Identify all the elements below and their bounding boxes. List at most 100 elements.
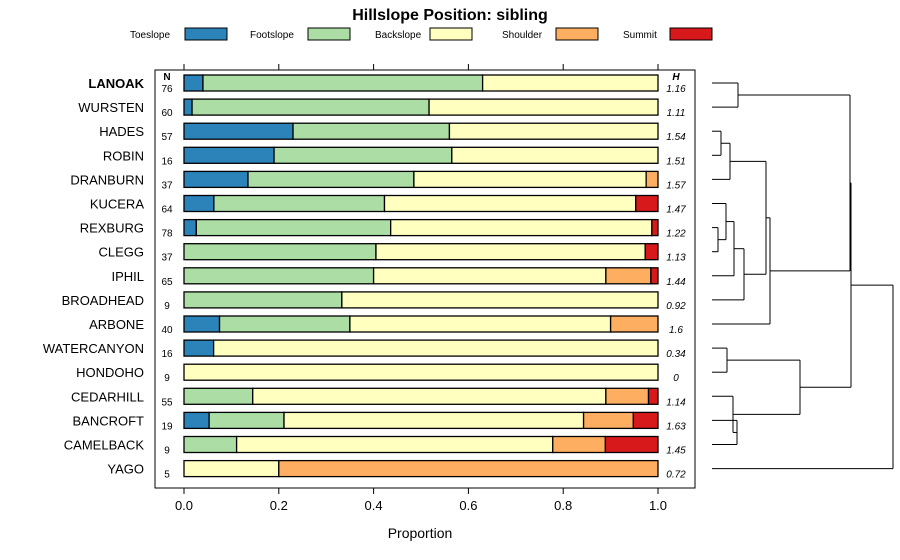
row-label: KUCERA — [90, 197, 145, 212]
legend-swatch-summit — [669, 27, 713, 41]
row-label: REXBURG — [80, 221, 144, 236]
bar-segment-backslope — [413, 170, 647, 189]
row-label: ARBONE — [89, 317, 144, 332]
legend-label-toeslope: Toeslope — [130, 30, 170, 41]
row-h-value: 0.92 — [666, 301, 686, 312]
row-n-value: 57 — [161, 132, 173, 143]
bar-segment-footslope — [218, 315, 351, 333]
row-label: BANCROFT — [73, 413, 145, 428]
row-h-value: 0.34 — [666, 349, 686, 360]
row-label: LANOAK — [88, 76, 144, 91]
bar-segment-toeslope — [183, 74, 204, 92]
legend-label-shoulder: Shoulder — [502, 30, 543, 41]
bar-segment-backslope — [183, 363, 659, 381]
row-h-value: 1.14 — [666, 397, 686, 408]
bar-segment-footslope — [183, 243, 377, 261]
bar-segment-toeslope — [183, 98, 193, 116]
dendrogram — [712, 82, 894, 470]
bar-segment-backslope — [372, 267, 607, 285]
bar-segment-shoulder — [278, 459, 659, 478]
bar-segment-backslope — [390, 218, 653, 237]
x-axis-label: Proportion — [388, 525, 453, 541]
bar-segment-backslope — [383, 194, 637, 213]
bar-segment-summit — [651, 218, 659, 237]
row-n-value: 5 — [164, 470, 170, 481]
row-label: WURSTEN — [78, 100, 144, 115]
bar-segment-backslope — [448, 122, 659, 140]
x-tick-label: 0.2 — [270, 498, 288, 513]
row-n-value: 9 — [164, 373, 170, 384]
row-h-value: 1.63 — [666, 421, 686, 432]
row-n-value: 65 — [161, 277, 173, 288]
bar-segment-shoulder — [609, 315, 659, 333]
bar-segment-toeslope — [183, 194, 215, 213]
row-n-value: 60 — [161, 108, 173, 119]
bar-segment-footslope — [208, 411, 285, 430]
bar-segment-footslope — [213, 194, 386, 213]
row-h-value: 0.72 — [666, 470, 686, 481]
bar-segment-summit — [644, 243, 659, 261]
bar-segment-backslope — [283, 411, 585, 430]
plot-border — [154, 69, 696, 489]
bar-segment-footslope — [247, 170, 415, 189]
row-label: DRANBURN — [70, 172, 144, 187]
bar-segment-shoulder — [552, 435, 607, 454]
legend-swatch-footslope — [307, 27, 351, 41]
row-label: CEDARHILL — [71, 389, 144, 404]
bar-segment-shoulder — [582, 411, 635, 430]
bar-segment-footslope — [183, 267, 375, 285]
row-h-value: 1.51 — [666, 156, 685, 167]
bar-segment-toeslope — [183, 122, 294, 140]
bar-segment-footslope — [195, 218, 392, 237]
row-label: CAMELBACK — [64, 438, 145, 453]
row-h-value: 1.6 — [669, 325, 683, 336]
row-label: WATERCANYON — [43, 341, 144, 356]
bar-segment-toeslope — [183, 339, 215, 357]
bar-segment-shoulder — [645, 170, 659, 189]
bar-segment-footslope — [191, 98, 430, 116]
bar-segment-toeslope — [183, 218, 197, 237]
row-n-value: 64 — [161, 205, 173, 216]
legend-swatch-backslope — [429, 27, 473, 41]
bar-segment-summit — [650, 267, 659, 285]
row-label: IPHIL — [111, 269, 144, 284]
n-column-header: N — [163, 72, 170, 83]
row-label: YAGO — [107, 462, 144, 477]
row-label: ROBIN — [103, 148, 144, 163]
bar-segment-backslope — [212, 339, 659, 357]
bar-segment-summit — [632, 411, 659, 430]
bar-segment-toeslope — [183, 146, 275, 164]
row-n-value: 16 — [161, 156, 173, 167]
bar-segment-backslope — [252, 387, 607, 405]
bar-segment-backslope — [428, 98, 659, 116]
bar-segment-backslope — [183, 459, 280, 478]
bar-segment-backslope — [235, 435, 554, 454]
plot-area: 0.0 0.2 0.4 0.6 0.8 1.0 N H LANOAK 76 1.16 WURSTEN 6… — [43, 64, 696, 513]
x-tick-label: 0.6 — [459, 498, 477, 513]
bar-segment-backslope — [451, 146, 659, 164]
row-n-value: 78 — [161, 229, 173, 240]
row-h-value: 1.44 — [666, 277, 686, 288]
bar-segment-footslope — [273, 146, 453, 164]
legend: Toeslope Footslope Backslope Shoulder Summit — [130, 27, 713, 41]
row-h-value: 1.13 — [666, 253, 686, 264]
bar-segment-backslope — [375, 243, 646, 261]
row-h-value: 0 — [673, 373, 679, 384]
bar-segment-toeslope — [183, 315, 221, 333]
row-h-value: 1.45 — [666, 446, 686, 457]
legend-swatch-shoulder — [555, 27, 599, 41]
bar-segment-backslope — [481, 74, 659, 92]
x-tick-label: 1.0 — [649, 498, 667, 513]
x-tick-label: 0.4 — [365, 498, 383, 513]
bar-segment-footslope — [292, 122, 451, 140]
bar-segment-shoulder — [605, 387, 650, 405]
row-n-value: 55 — [161, 397, 173, 408]
legend-label-backslope: Backslope — [375, 30, 422, 41]
row-n-value: 16 — [161, 349, 173, 360]
row-label: CLEGG — [98, 245, 144, 260]
row-n-value: 37 — [161, 253, 173, 264]
row-h-value: 1.11 — [667, 108, 686, 119]
bar-segment-toeslope — [183, 411, 210, 430]
row-h-value: 1.47 — [666, 205, 686, 216]
